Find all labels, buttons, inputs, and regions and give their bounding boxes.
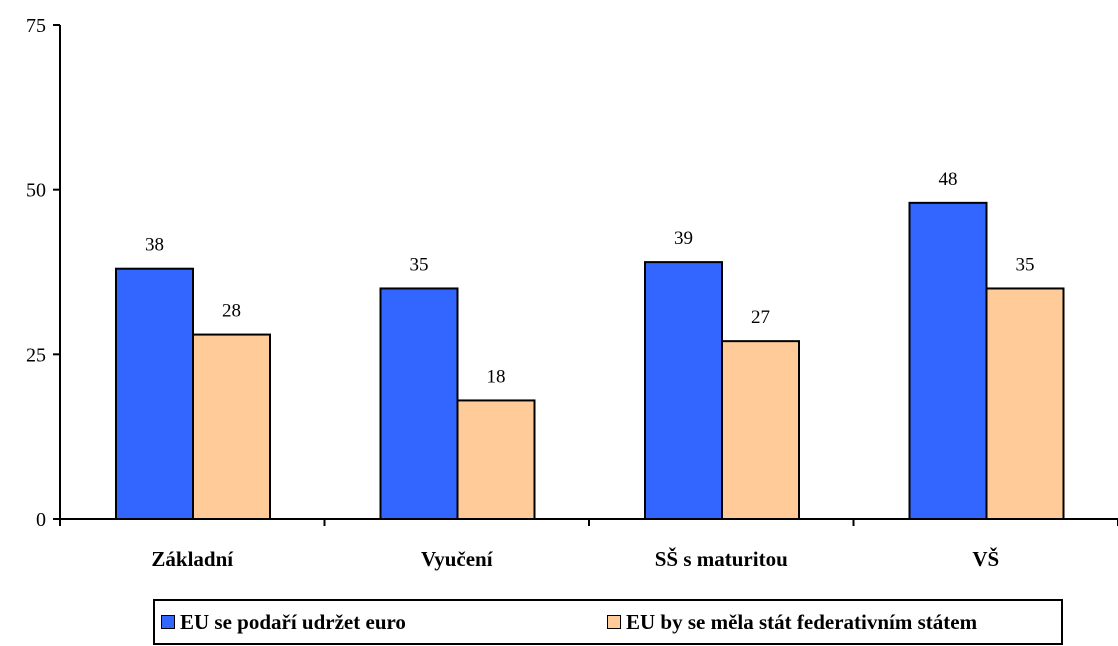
data-label-series-1-1: 38 — [145, 235, 164, 256]
bar-series-1-4 — [908, 201, 988, 520]
legend: EU se podaří udržet euro EU by se měla s… — [153, 599, 1063, 645]
bar-series-1-2 — [379, 287, 459, 521]
x-category-label: Základní — [151, 547, 234, 571]
legend-label-series-1: EU se podaří udržet euro — [180, 609, 406, 634]
legend-swatch-series-1 — [161, 615, 175, 629]
bar-series-2-1 — [192, 333, 271, 520]
legend-item-series-1: EU se podaří udržet euro — [161, 601, 406, 643]
bars — [115, 201, 1065, 521]
bar-series-2-2 — [456, 399, 536, 520]
bar-series-1-1 — [115, 267, 194, 520]
data-label-series-2-4: 35 — [1016, 254, 1035, 275]
legend-item-series-2: EU by se měla stát federativním státem — [607, 601, 977, 643]
legend-swatch-series-2 — [607, 615, 621, 629]
bar-series-2-4 — [985, 287, 1065, 521]
data-label-series-2-2: 18 — [487, 366, 506, 387]
labels: Základní Vyučení SŠ s maturitou VŠ 38 35 39 48 2… — [145, 169, 1035, 571]
data-label-series-1-3: 39 — [674, 228, 693, 249]
y-tick-label: 50 — [26, 180, 46, 202]
y-tick-label: 75 — [26, 15, 46, 37]
data-label-series-1-4: 48 — [939, 169, 958, 190]
y-tick-label: 25 — [26, 344, 46, 366]
bar-series-2-3 — [721, 340, 800, 520]
bar-chart: 0 25 50 75 Základní Vyučení SŠ s maturitou VŠ 3… — [26, 15, 1118, 571]
x-category-label: SŠ s maturitou — [655, 547, 788, 571]
data-label-series-2-1: 28 — [222, 301, 241, 322]
data-label-series-2-3: 27 — [751, 307, 770, 328]
x-category-label: VŠ — [972, 547, 999, 571]
y-tick-label: 0 — [36, 509, 46, 531]
x-category-label: Vyučení — [421, 547, 494, 571]
legend-label-series-2: EU by se měla stát federativním státem — [626, 609, 978, 634]
data-label-series-1-2: 35 — [410, 254, 429, 275]
bar-series-1-3 — [644, 261, 723, 520]
